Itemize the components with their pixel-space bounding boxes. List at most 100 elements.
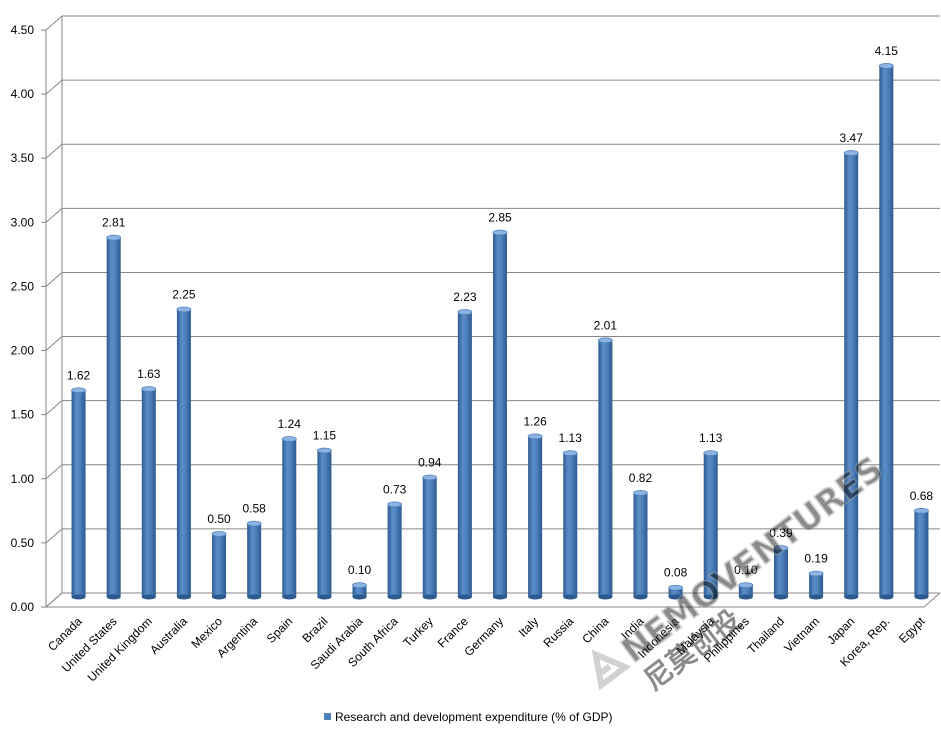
x-tick-label: Vietnam (781, 614, 822, 655)
x-tick-label: Spain (264, 614, 296, 646)
bar-top (633, 489, 648, 496)
bar-top (843, 150, 859, 156)
gridline-side (45, 400, 63, 416)
bar-top (422, 474, 438, 481)
bar-body (914, 510, 929, 597)
bar-base (563, 594, 578, 600)
data-label: 4.15 (875, 44, 899, 58)
y-tick-label: 1.00 (11, 472, 35, 486)
legend-swatch (324, 713, 331, 720)
bar-body (493, 232, 507, 598)
data-label: 1.13 (699, 431, 723, 445)
bar-body (844, 153, 859, 597)
bar (352, 582, 367, 600)
bar-top (211, 530, 227, 537)
y-tick-label: 3.50 (11, 151, 35, 165)
x-tick-label: Japan (824, 614, 857, 647)
gridline-side (45, 15, 63, 31)
bar (562, 450, 578, 600)
data-label: 0.82 (629, 471, 653, 485)
bar-base (528, 594, 543, 600)
bar-body (563, 453, 578, 597)
floor-right-edge (923, 592, 941, 608)
bar-top (878, 62, 894, 69)
bar (914, 507, 929, 600)
data-label: 2.25 (172, 288, 196, 302)
bars (71, 62, 929, 600)
bar (597, 337, 613, 600)
bar-base (773, 594, 788, 600)
bar-base (879, 594, 894, 600)
y-axis-tick-labels: 0.00 0.50 1.00 1.50 2.00 2.50 3.00 3.50 4.00 4.50 (11, 23, 46, 614)
bar-body (247, 523, 262, 597)
y-tick-label: 2.50 (11, 279, 35, 293)
data-label: 1.62 (67, 368, 91, 382)
bar (316, 447, 332, 600)
bar-body (282, 439, 297, 597)
data-label: 0.08 (664, 566, 688, 580)
bar-body (457, 312, 472, 597)
data-label: 2.23 (453, 290, 477, 304)
bar-top (281, 436, 297, 442)
bar-base (317, 594, 332, 600)
x-tick-label: United Kingdom (85, 614, 155, 684)
bar-base (633, 594, 648, 600)
bar-top (141, 386, 157, 392)
bar-top (738, 582, 754, 589)
gridline-side (45, 336, 63, 351)
bar-body (703, 453, 718, 597)
bar-base (457, 594, 472, 600)
data-label: 1.26 (523, 414, 547, 428)
bar (422, 474, 438, 600)
x-tick-label: Turkey (400, 614, 436, 650)
x-tick-label: Germany (461, 614, 506, 659)
bar-base (176, 594, 191, 600)
data-label: 0.19 (804, 552, 828, 566)
data-label: 0.68 (910, 489, 934, 503)
bar-base (352, 594, 367, 600)
gridline-side (45, 207, 63, 223)
data-label: 0.10 (734, 563, 758, 577)
bar (141, 386, 157, 600)
data-label: 1.15 (313, 429, 337, 443)
bar-body (773, 547, 788, 597)
bar-base (71, 594, 86, 600)
bar-base (212, 594, 227, 600)
bar-top (597, 337, 613, 344)
gridline-side (45, 528, 63, 544)
bar (773, 545, 789, 600)
bar-base (387, 594, 402, 600)
x-tick-label: Brazil (299, 614, 330, 645)
bar-base (141, 594, 156, 600)
bar-body (528, 436, 543, 597)
bar-base (668, 594, 683, 600)
bar (738, 582, 754, 600)
bar-top (106, 234, 122, 241)
bar (246, 520, 262, 600)
bar-top (773, 545, 789, 551)
data-label: 2.81 (102, 216, 126, 230)
bar (176, 306, 192, 600)
y-tick-label: 1.50 (11, 408, 35, 422)
bar (492, 229, 508, 600)
data-label: 3.47 (840, 131, 864, 145)
x-tick-label: Australia (147, 614, 190, 657)
bar-top (352, 582, 367, 589)
bar-body (71, 390, 86, 597)
data-label: 0.58 (242, 502, 266, 516)
data-label: 0.10 (348, 563, 372, 577)
bar-body (387, 504, 402, 597)
bar-body (809, 573, 824, 597)
bar-base (703, 594, 718, 600)
bar-base (106, 594, 121, 600)
data-label: 1.63 (137, 367, 161, 381)
data-label: 0.73 (383, 482, 407, 496)
bar-body (106, 237, 121, 597)
bar-body (317, 450, 332, 597)
x-tick-label: Egypt (896, 614, 928, 646)
bar-top (914, 507, 929, 514)
bar-body (352, 585, 367, 597)
bar-body (738, 585, 753, 597)
